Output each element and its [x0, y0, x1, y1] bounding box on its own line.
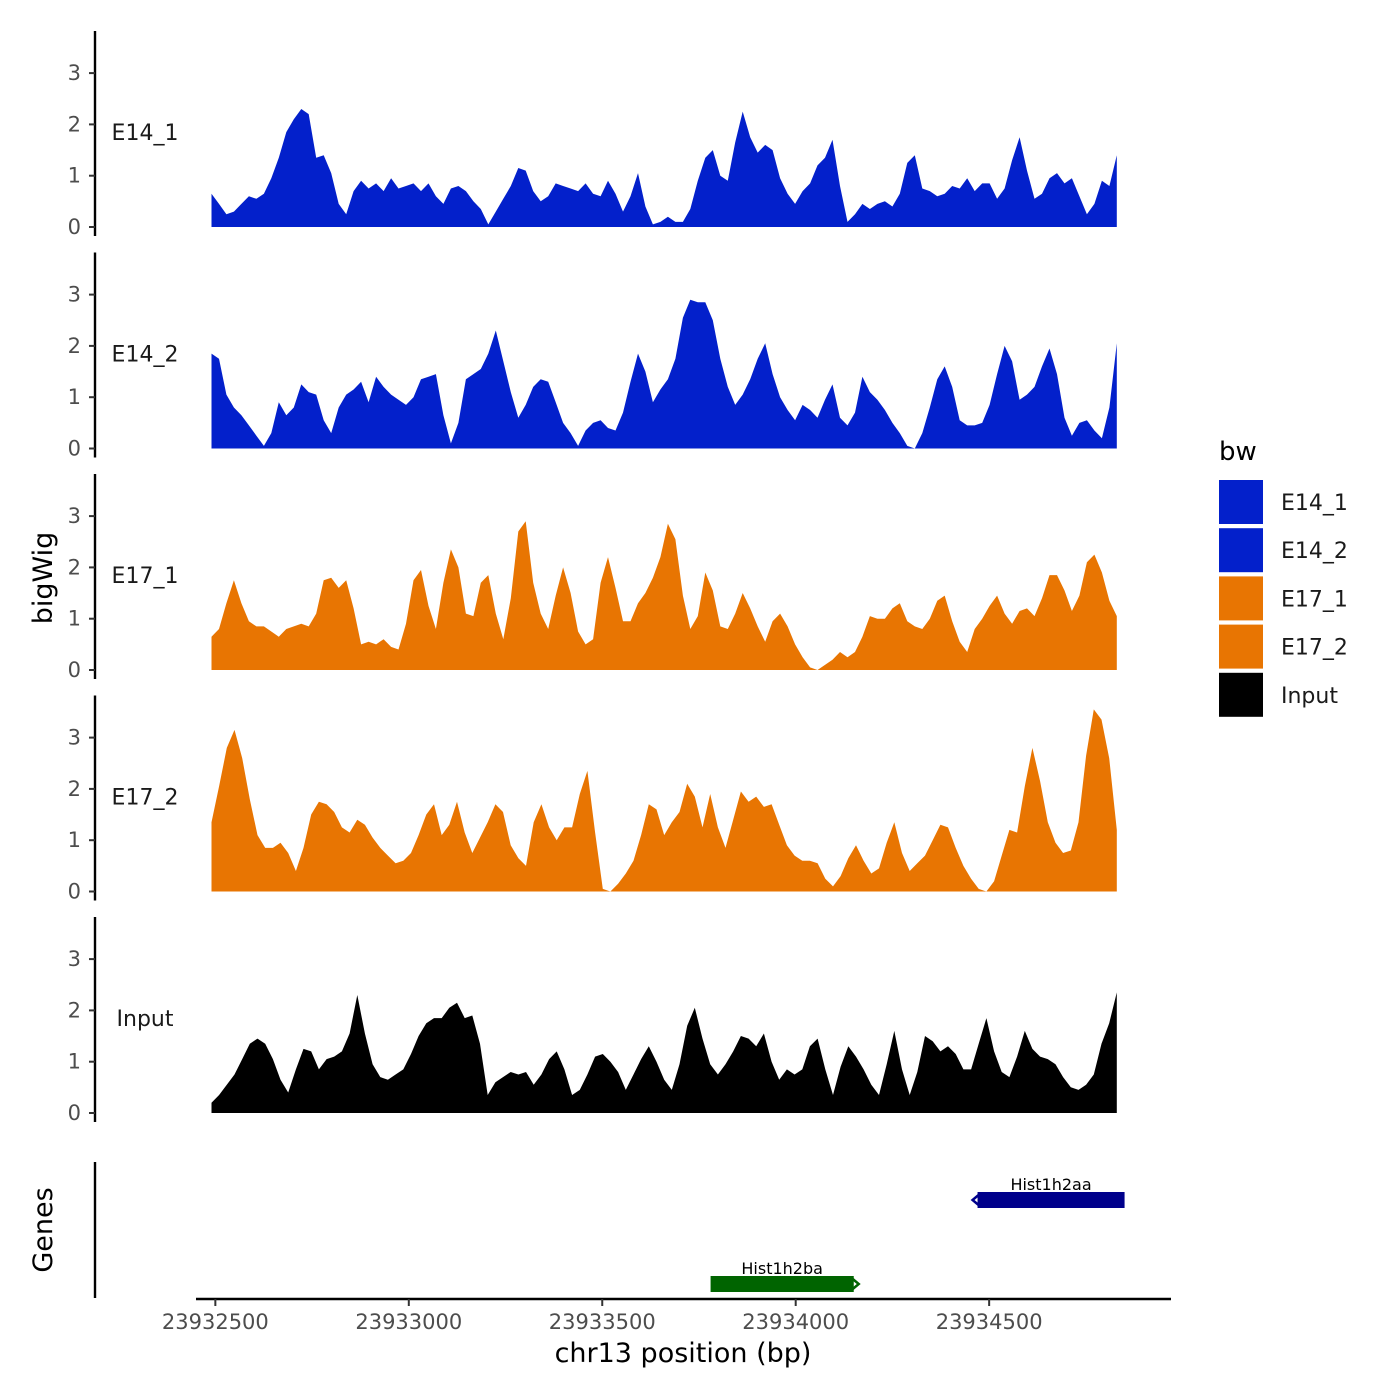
x-axis-ticks: 23932500 23933000 23933500 23934000 23934500 — [162, 1299, 1043, 1334]
coverage-area — [211, 299, 1117, 449]
x-tick-label: 23933000 — [355, 1310, 462, 1334]
legend-swatch — [1219, 528, 1263, 573]
coverage-area — [211, 521, 1117, 670]
track-label: E14_1 — [112, 121, 179, 146]
legend-entry: E14_1 — [1219, 480, 1348, 524]
y-tick-label: 1 — [68, 828, 81, 852]
legend-swatch — [1219, 480, 1263, 524]
y-axis-title: bigWig — [28, 532, 59, 625]
track-panel-e14-2: 0 1 2 3 E14_2 — [68, 252, 1117, 461]
track-label: Input — [117, 1007, 174, 1032]
track-panel-e17-2: 0 1 2 3 E17_2 — [68, 695, 1117, 904]
track-label: E14_2 — [112, 343, 179, 368]
legend-entry: Input — [1219, 672, 1338, 717]
y-tick-label: 0 — [68, 437, 81, 461]
y-tick-label: 1 — [68, 385, 81, 409]
y-tick-label: 0 — [68, 215, 81, 239]
legend-swatch — [1219, 672, 1263, 717]
x-tick-label: 23934500 — [936, 1310, 1043, 1334]
legend-swatch — [1219, 576, 1263, 621]
track-panel-e17-1: 0 1 2 3 E17_1 — [68, 474, 1117, 682]
track-label: E17_1 — [112, 564, 179, 589]
gene-body — [977, 1192, 1125, 1208]
y-tick-label: 2 — [68, 777, 81, 801]
y-tick-label: 3 — [68, 726, 81, 750]
genes-layer: Hist1h2aa Hist1h2ba — [93, 1162, 1125, 1298]
strand-arrow-icon — [851, 1278, 861, 1290]
legend: bw E14_1 E14_2 E17_1 E17_2 Input — [1219, 437, 1348, 717]
genes-axis-title: Genes — [28, 1187, 59, 1272]
gene-body — [710, 1276, 854, 1292]
legend-entry: E14_2 — [1219, 528, 1348, 573]
gene-label: Hist1h2aa — [1010, 1175, 1091, 1194]
coverage-area — [211, 709, 1117, 892]
y-tick-label: 0 — [68, 1101, 81, 1125]
legend-label: E14_2 — [1281, 539, 1348, 564]
legend-title: bw — [1219, 437, 1257, 467]
legend-swatch — [1219, 624, 1263, 669]
y-tick-label: 2 — [68, 555, 81, 579]
gene-hist1h2ba: Hist1h2ba — [710, 1259, 861, 1292]
y-tick-label: 1 — [68, 164, 81, 188]
track-panel-e14-1: 0 1 2 3 E14_1 — [68, 31, 1117, 239]
x-tick-label: 23933500 — [549, 1310, 656, 1334]
legend-entry: E17_2 — [1219, 624, 1348, 669]
y-tick-label: 1 — [68, 1050, 81, 1074]
y-tick-label: 0 — [68, 658, 81, 682]
legend-label: E17_2 — [1281, 636, 1348, 661]
coverage-area — [211, 109, 1117, 227]
track-panel-input: 0 1 2 3 Input — [68, 917, 1117, 1125]
y-tick-label: 3 — [68, 61, 81, 85]
gene-hist1h2aa: Hist1h2aa — [970, 1175, 1125, 1208]
track-label: E17_2 — [112, 786, 179, 811]
y-tick-label: 0 — [68, 880, 81, 904]
y-tick-label: 2 — [68, 334, 81, 358]
coverage-area — [211, 992, 1117, 1113]
strand-arrow-icon — [970, 1194, 980, 1206]
legend-label: Input — [1281, 684, 1338, 709]
x-tick-label: 23932500 — [162, 1310, 269, 1334]
y-tick-label: 3 — [68, 947, 81, 971]
y-tick-label: 3 — [68, 504, 81, 528]
x-axis-title: chr13 position (bp) — [555, 1338, 812, 1369]
x-tick-label: 23934000 — [742, 1310, 849, 1334]
y-tick-label: 1 — [68, 607, 81, 631]
y-tick-label: 2 — [68, 112, 81, 136]
gene-label: Hist1h2ba — [741, 1259, 823, 1278]
legend-entries: E14_1 E14_2 E17_1 E17_2 Input — [1219, 480, 1348, 717]
legend-entry: E17_1 — [1219, 576, 1348, 621]
tracks-layer: 0 1 2 3 E14_1 0 1 2 3 E14_2 0 1 2 3 E17_1 0 1 2 3 E17_2 0 1 2 3… — [68, 31, 1117, 1125]
y-tick-label: 2 — [68, 998, 81, 1022]
legend-label: E17_1 — [1281, 587, 1348, 612]
y-tick-label: 3 — [68, 283, 81, 307]
legend-label: E14_1 — [1281, 491, 1348, 516]
